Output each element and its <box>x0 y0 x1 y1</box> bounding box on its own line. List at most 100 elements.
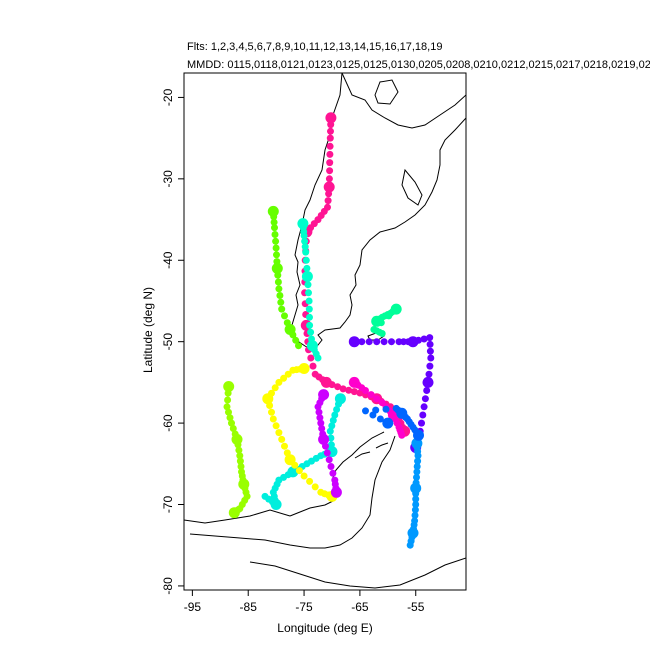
track-series-11 <box>362 404 424 441</box>
track-point <box>314 354 322 362</box>
track-point <box>291 461 299 469</box>
track-series-2 <box>267 205 302 350</box>
track-point <box>276 292 284 299</box>
track-point <box>378 330 386 337</box>
track-point <box>426 340 434 348</box>
track-point <box>326 142 334 150</box>
track-point <box>412 495 420 503</box>
track-point <box>235 446 243 454</box>
track-point <box>271 262 283 274</box>
track-point <box>272 244 280 252</box>
track-point <box>388 338 395 346</box>
track-point <box>261 492 269 500</box>
y-tick-label: -50 <box>161 333 175 351</box>
track-point <box>425 370 433 378</box>
track-point <box>373 395 381 403</box>
track-point <box>411 511 419 519</box>
track-point <box>362 387 369 394</box>
track-point <box>275 378 283 386</box>
track-point <box>327 463 335 470</box>
x-tick-label: -95 <box>184 600 202 614</box>
track-point <box>281 312 288 320</box>
track-point <box>236 452 244 460</box>
track-point <box>268 408 275 416</box>
track-point <box>305 305 313 313</box>
track-point <box>234 441 242 449</box>
track-point <box>324 197 332 205</box>
track-point <box>304 281 312 289</box>
track-point <box>224 396 232 404</box>
y-axis: -20 -30 -40 -50 -60 -70 -80 <box>161 88 184 595</box>
track-point <box>307 354 315 362</box>
track-point <box>422 376 434 388</box>
track-point <box>306 321 314 329</box>
track-point <box>326 159 334 167</box>
track-point <box>271 384 279 392</box>
track-point <box>274 271 282 279</box>
track-point <box>367 391 375 399</box>
track-point <box>326 167 334 175</box>
track-point <box>382 417 394 429</box>
track-series-3 <box>223 381 251 519</box>
track-point <box>223 403 231 411</box>
track-point <box>323 181 335 193</box>
y-tick-label: -60 <box>161 414 175 432</box>
track-point <box>311 483 319 491</box>
track-point <box>300 232 308 240</box>
track-point <box>328 422 336 430</box>
x-axis: -95 -85 -75 -65 -55 <box>184 590 425 614</box>
track-point <box>365 338 373 346</box>
track-series-5 <box>370 303 402 337</box>
x-tick-label: -85 <box>240 600 258 614</box>
track-point <box>325 112 337 124</box>
track-point <box>369 411 377 419</box>
track-point <box>237 463 245 470</box>
track-point <box>271 231 279 238</box>
track-point <box>318 425 326 432</box>
plot-frame <box>183 72 467 591</box>
track-point <box>316 414 324 422</box>
y-tick-label: -30 <box>161 170 175 188</box>
track-point <box>348 336 360 348</box>
track-point <box>314 403 322 411</box>
track-point <box>269 415 277 423</box>
track-point <box>358 338 366 346</box>
track-point <box>295 467 303 475</box>
track-point <box>333 406 341 413</box>
antarctic-mainland-coast <box>184 509 291 524</box>
x-axis-label: Longitude (deg E) <box>277 621 372 635</box>
track-series-7 <box>262 363 338 502</box>
track-point <box>318 433 330 445</box>
track-point <box>323 449 331 457</box>
track-point <box>303 264 311 272</box>
track-point <box>419 411 427 419</box>
track-point <box>327 127 334 135</box>
track-point <box>377 319 385 327</box>
track-point <box>385 312 393 320</box>
track-series-8 <box>314 389 342 498</box>
south-america-north-interior <box>341 73 466 129</box>
track-point <box>275 429 283 437</box>
track-point <box>302 256 310 264</box>
track-point <box>295 342 302 350</box>
track-point <box>420 403 428 411</box>
track-point <box>412 490 420 498</box>
track-point <box>306 313 313 321</box>
track-point <box>270 213 278 221</box>
track-point <box>426 334 434 342</box>
track-point <box>292 336 300 344</box>
track-point <box>322 442 329 450</box>
track-point <box>266 402 274 409</box>
track-point <box>426 347 434 355</box>
antarctic-east-coast <box>189 435 396 549</box>
antarctic-ice-shelf <box>249 557 466 589</box>
track-point <box>329 416 337 424</box>
lake-outline <box>374 79 399 105</box>
x-tick-label: -75 <box>295 600 313 614</box>
track-point <box>339 385 347 393</box>
track-point <box>334 383 342 391</box>
track-point <box>226 414 234 422</box>
track-point <box>273 251 280 259</box>
track-point <box>373 338 381 346</box>
